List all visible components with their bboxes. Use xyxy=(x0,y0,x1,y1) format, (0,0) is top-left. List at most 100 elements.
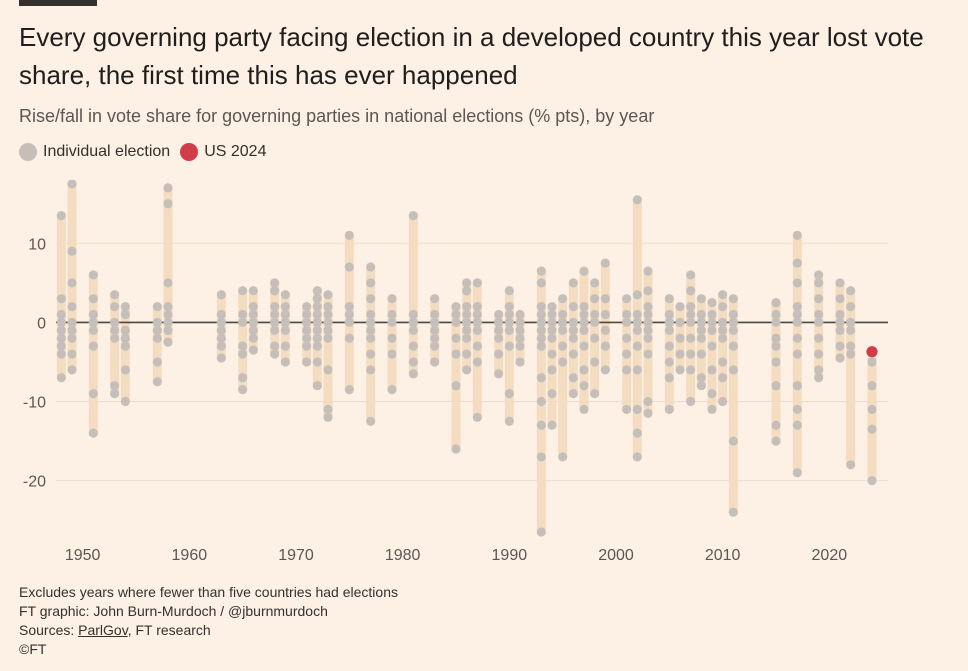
election-dot xyxy=(568,325,578,335)
election-dot xyxy=(632,341,642,351)
election-dot xyxy=(494,349,504,359)
election-dot xyxy=(56,325,66,335)
election-dot xyxy=(835,317,845,327)
election-dot xyxy=(643,408,653,418)
election-dot xyxy=(547,325,557,335)
x-tick-label: 1980 xyxy=(385,547,421,564)
election-dot xyxy=(867,476,877,486)
election-dot xyxy=(814,294,824,304)
election-dot xyxy=(536,373,546,383)
election-dot xyxy=(835,341,845,351)
election-dot xyxy=(536,325,546,335)
chart-title: Every governing party facing election in… xyxy=(19,22,924,90)
election-dot xyxy=(792,309,802,320)
election-dot xyxy=(846,349,856,359)
election-dot xyxy=(771,381,781,391)
election-dot xyxy=(344,301,354,312)
election-dot xyxy=(707,341,717,351)
election-dot xyxy=(248,333,258,343)
election-dot xyxy=(579,266,589,276)
election-dot xyxy=(323,317,333,327)
x-tick-label: 2020 xyxy=(812,547,848,564)
range-bar xyxy=(867,351,877,481)
election-dot xyxy=(451,333,461,343)
election-dot xyxy=(568,278,578,288)
election-dot xyxy=(632,317,642,327)
election-dot xyxy=(270,309,280,320)
election-dot xyxy=(718,373,728,383)
election-dot xyxy=(120,333,130,343)
sources-rest: , FT research xyxy=(127,622,211,638)
election-dot xyxy=(280,317,290,327)
election-dot xyxy=(814,373,824,383)
us-2024-dot xyxy=(866,346,878,358)
election-dot xyxy=(579,325,589,335)
election-dot xyxy=(686,301,696,312)
election-dot xyxy=(270,278,280,288)
election-dot xyxy=(579,309,589,320)
election-dot xyxy=(579,404,589,415)
election-dot xyxy=(216,309,226,320)
election-dot xyxy=(270,349,280,359)
election-dot xyxy=(718,290,728,300)
election-dot xyxy=(547,333,557,343)
election-dot xyxy=(632,309,642,320)
election-dot xyxy=(312,309,322,320)
election-dot xyxy=(846,341,856,351)
election-dot xyxy=(664,317,674,327)
election-dot xyxy=(664,357,674,367)
election-dot xyxy=(323,333,333,343)
chart-subtitle: Rise/fall in vote share for governing pa… xyxy=(19,106,655,126)
election-dot xyxy=(590,333,600,343)
election-dot xyxy=(163,317,173,327)
election-dot xyxy=(515,357,525,367)
election-dot xyxy=(216,290,226,300)
election-dot xyxy=(600,325,610,335)
election-dot xyxy=(163,183,173,193)
election-dot xyxy=(366,294,376,304)
election-dot xyxy=(344,262,354,272)
election-dot xyxy=(248,317,258,327)
election-dot xyxy=(515,309,525,320)
election-dot xyxy=(248,301,258,312)
election-dot xyxy=(408,309,418,320)
election-dot xyxy=(643,396,653,407)
election-dot xyxy=(590,317,600,327)
election-dot xyxy=(110,301,120,312)
x-tick-label: 1990 xyxy=(492,547,528,564)
election-dot xyxy=(558,294,568,304)
footer: Excludes years where fewer than five cou… xyxy=(19,583,398,659)
election-dot xyxy=(312,317,322,327)
election-dot xyxy=(547,349,557,359)
election-dot xyxy=(280,309,290,320)
election-dot xyxy=(675,349,685,359)
election-dot xyxy=(387,294,397,304)
election-dot xyxy=(302,333,312,343)
election-dot xyxy=(728,317,738,327)
election-dot xyxy=(867,381,877,391)
election-dot xyxy=(579,381,589,391)
election-dot xyxy=(88,389,98,399)
election-dot xyxy=(558,357,568,367)
election-dot xyxy=(568,301,578,312)
legend-label-us2024: US 2024 xyxy=(204,143,267,160)
x-tick-label: 1960 xyxy=(172,547,208,564)
election-dot xyxy=(728,507,738,517)
legend-label-individual: Individual election xyxy=(43,143,171,160)
election-dot xyxy=(56,309,66,320)
election-dot xyxy=(88,317,98,327)
election-dot xyxy=(472,412,482,422)
election-dot xyxy=(280,357,290,367)
election-dot xyxy=(344,333,354,343)
election-dot xyxy=(312,381,322,391)
y-tick-label: 0 xyxy=(37,315,46,332)
election-dot xyxy=(792,301,802,312)
election-dot xyxy=(792,278,802,288)
election-dot xyxy=(675,365,685,375)
election-dot xyxy=(515,333,525,343)
election-dot xyxy=(846,286,856,296)
election-dot xyxy=(814,333,824,343)
election-dot xyxy=(814,365,824,375)
parlgov-link[interactable]: ParlGov xyxy=(78,622,128,638)
election-dot xyxy=(686,333,696,343)
